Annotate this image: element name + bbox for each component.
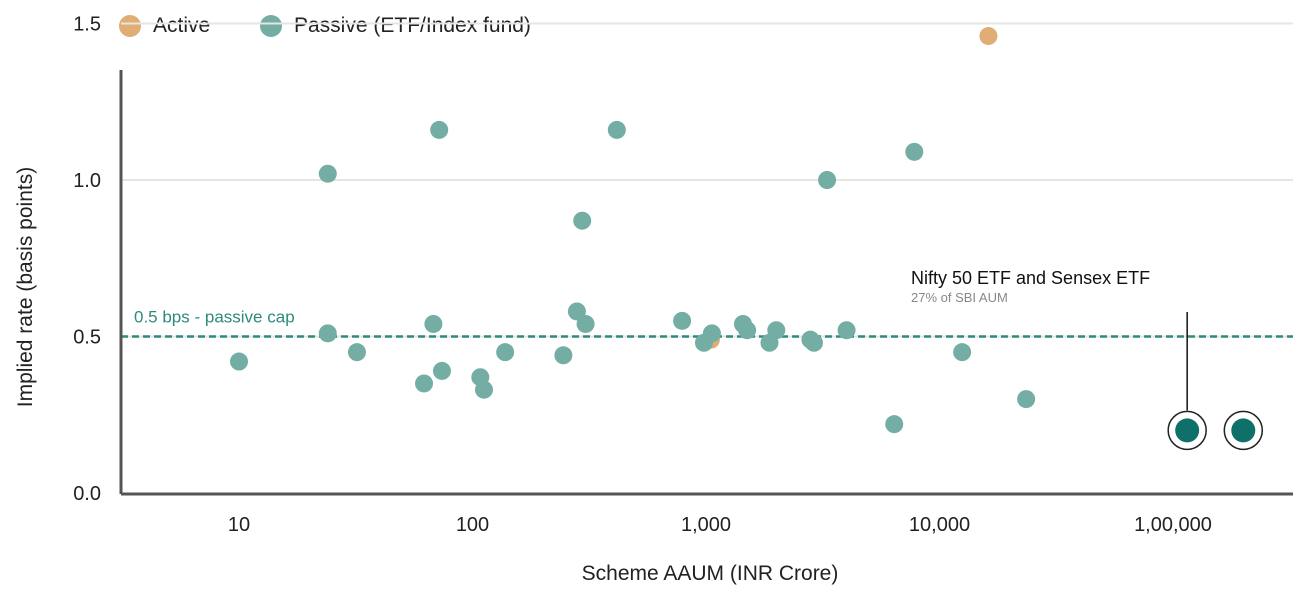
point-passive[interactable] bbox=[607, 120, 626, 139]
reference-line-label-1: 0.5 bps - passive cap bbox=[134, 308, 295, 327]
point-passive[interactable] bbox=[573, 211, 592, 230]
point-passive[interactable] bbox=[804, 333, 823, 352]
point-passive[interactable] bbox=[905, 142, 924, 161]
point-passive[interactable] bbox=[318, 164, 337, 183]
highlight-dot bbox=[1175, 418, 1200, 443]
point-highlight[interactable] bbox=[1167, 410, 1207, 451]
point-passive[interactable] bbox=[318, 324, 337, 343]
point-passive[interactable] bbox=[702, 324, 721, 343]
annotation-title: Nifty 50 ETF and Sensex ETF bbox=[911, 268, 1150, 288]
point-passive[interactable] bbox=[576, 314, 595, 333]
point-active[interactable] bbox=[979, 27, 998, 46]
point-passive[interactable] bbox=[1017, 390, 1036, 409]
point-passive[interactable] bbox=[673, 311, 692, 330]
point-passive[interactable] bbox=[554, 346, 573, 365]
x-axis-label: Scheme AAUM (INR Crore) bbox=[582, 562, 839, 585]
y-tick-label: 1.5 bbox=[73, 14, 101, 36]
legend-label-passive: Passive (ETF/Index fund) bbox=[294, 14, 531, 37]
y-tick-labels: 0.00.51.01.52.02.5 bbox=[73, 14, 101, 506]
point-passive[interactable] bbox=[567, 302, 586, 321]
y-axis-label: Implied rate (basis points) bbox=[14, 167, 37, 407]
legend-item-active[interactable]: Active bbox=[119, 12, 210, 40]
x-tick-label: 10 bbox=[228, 514, 250, 536]
point-passive[interactable] bbox=[424, 314, 443, 333]
data-points bbox=[230, 27, 1264, 451]
point-passive[interactable] bbox=[496, 343, 515, 362]
point-passive[interactable] bbox=[837, 321, 856, 340]
y-tick-label: 0.5 bbox=[73, 327, 101, 349]
point-passive[interactable] bbox=[230, 352, 248, 371]
x-tick-label: 1,000 bbox=[681, 514, 731, 536]
legend-label-active: Active bbox=[153, 14, 211, 37]
x-tick-label: 10,000 bbox=[909, 514, 970, 536]
point-passive[interactable] bbox=[430, 120, 449, 139]
x-tick-labels: 10 100 1,000 10,000 1,00,000 bbox=[228, 514, 1212, 536]
x-tick-label: 1,00,000 bbox=[1134, 514, 1212, 536]
point-highlight[interactable] bbox=[1223, 410, 1264, 451]
legend-swatch-passive bbox=[260, 15, 282, 37]
point-passive[interactable] bbox=[738, 321, 757, 340]
point-passive[interactable] bbox=[432, 361, 451, 380]
point-passive[interactable] bbox=[767, 321, 786, 340]
y-tick-label: 1.0 bbox=[73, 170, 101, 192]
point-passive[interactable] bbox=[415, 374, 434, 393]
point-passive[interactable] bbox=[953, 343, 972, 362]
point-passive[interactable] bbox=[818, 171, 837, 189]
axes bbox=[119, 70, 1293, 496]
annotation: Nifty 50 ETF and Sensex ETF 27% of SBI A… bbox=[911, 268, 1188, 411]
point-passive[interactable] bbox=[885, 415, 904, 434]
point-passive[interactable] bbox=[474, 380, 493, 399]
legend-item-passive[interactable]: Passive (ETF/Index fund) bbox=[260, 12, 531, 40]
point-passive[interactable] bbox=[347, 343, 366, 362]
x-tick-label: 100 bbox=[456, 514, 489, 536]
y-tick-label: 0.0 bbox=[73, 483, 101, 505]
highlight-dot bbox=[1231, 418, 1256, 443]
legend-swatch-active bbox=[119, 15, 141, 37]
annotation-subtitle: 27% of SBI AUM bbox=[911, 290, 1008, 305]
